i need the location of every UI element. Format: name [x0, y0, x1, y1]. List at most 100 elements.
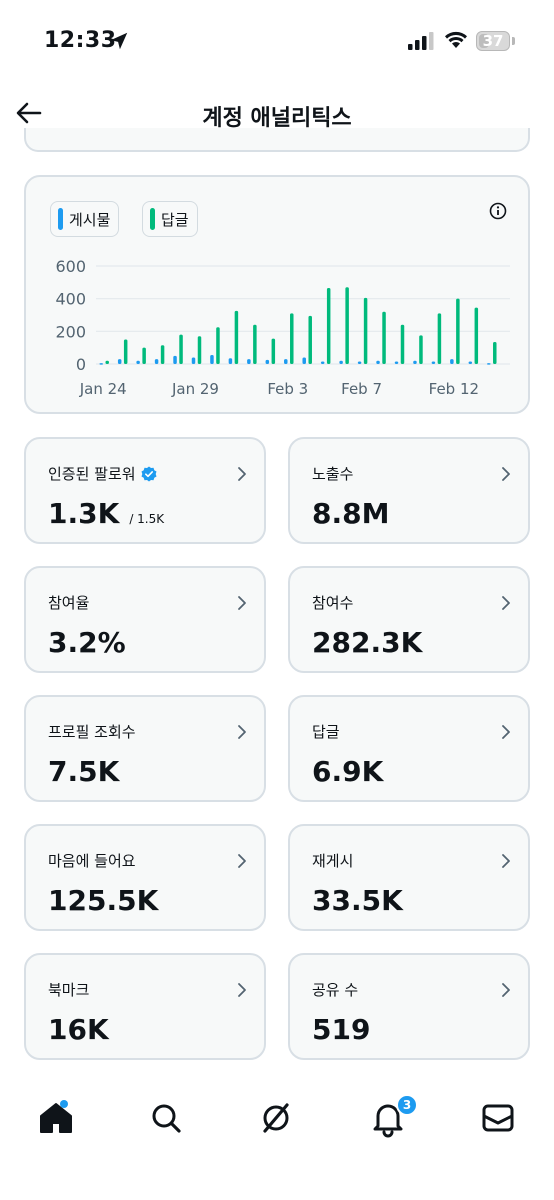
chevron-right-icon — [502, 983, 510, 997]
wifi-icon — [445, 31, 467, 48]
bar-replies — [197, 336, 202, 364]
y-tick-label: 0 — [76, 355, 86, 374]
bar-replies — [400, 324, 405, 364]
bar-replies — [474, 307, 479, 364]
chevron-right-icon — [502, 854, 510, 868]
bar-replies — [234, 310, 239, 364]
metric-label-text: 인증된 팔로워 — [48, 465, 136, 483]
bar-posts — [117, 359, 122, 364]
chevron-right-icon — [502, 467, 510, 481]
bar-posts — [487, 363, 491, 365]
home-icon[interactable] — [36, 1098, 76, 1138]
metric-value: 125.5K — [48, 884, 159, 917]
x-tick-label: Jan 29 — [171, 380, 219, 398]
bar-replies — [290, 313, 294, 364]
bar-replies — [456, 298, 460, 364]
bar-posts — [468, 361, 473, 364]
cellular-signal-icon — [408, 32, 434, 50]
chevron-right-icon — [238, 467, 246, 481]
legend-replies[interactable]: 답글 — [142, 201, 198, 237]
metric-label: 노출수 — [312, 465, 354, 483]
metric-value: 1.3K / 1.5K — [48, 497, 164, 530]
bar-replies — [308, 315, 312, 364]
bar-posts — [450, 359, 454, 364]
legend-replies-label: 답글 — [161, 210, 189, 229]
bell-icon[interactable] — [368, 1098, 408, 1138]
bar-posts — [376, 360, 380, 364]
bar-posts — [431, 361, 436, 364]
legend-posts-label: 게시물 — [69, 210, 111, 229]
chevron-right-icon — [502, 596, 510, 610]
metric-label: 프로필 조회수 — [48, 723, 136, 741]
bar-replies — [493, 341, 497, 364]
metric-label: 공유 수 — [312, 981, 359, 999]
bar-posts — [357, 361, 362, 364]
y-tick-label: 400 — [55, 290, 86, 309]
chevron-right-icon — [238, 596, 246, 610]
metric-value: 8.8M — [312, 497, 390, 530]
bar-replies — [160, 345, 165, 364]
mail-icon[interactable] — [478, 1098, 518, 1138]
bottom-navigation: 3 — [0, 1080, 554, 1200]
location-arrow-icon — [110, 32, 128, 50]
bar-posts — [191, 357, 196, 364]
bar-posts — [136, 360, 140, 364]
page-title: 계정 애널리틱스 — [202, 106, 352, 131]
bar-posts — [302, 357, 306, 364]
bar-replies — [253, 324, 257, 364]
metric-card-impressions[interactable]: 노출수 8.8M — [288, 437, 530, 544]
legend-posts[interactable]: 게시물 — [50, 201, 120, 237]
bar-posts — [413, 360, 417, 364]
metric-value: 6.9K — [312, 755, 384, 788]
x-tick-label: Feb 12 — [429, 380, 479, 398]
bar-replies — [363, 297, 368, 364]
info-icon[interactable] — [488, 201, 508, 221]
chevron-right-icon — [238, 983, 246, 997]
bar-chart: 0 200 400 600 Jan 24 Jan 29 Feb 3 Feb 7 Feb 12 — [55, 257, 510, 398]
metric-card-profile-visits[interactable]: 프로필 조회수 7.5K — [24, 695, 266, 802]
bar-replies — [437, 313, 442, 364]
metric-card-replies[interactable]: 답글 6.9K — [288, 695, 530, 802]
bar-replies — [142, 347, 146, 364]
grok-icon[interactable] — [256, 1098, 296, 1138]
battery-fill — [479, 34, 489, 48]
metric-value: 7.5K — [48, 755, 120, 788]
previous-card-edge — [24, 128, 530, 152]
bar-replies — [419, 335, 423, 364]
back-arrow-icon[interactable] — [14, 98, 44, 128]
metric-card-engagements[interactable]: 참여수 282.3K — [288, 566, 530, 673]
home-unread-dot — [60, 1100, 68, 1108]
metric-card-reposts[interactable]: 재게시 33.5K — [288, 824, 530, 931]
metric-card-engagement-rate[interactable]: 참여율 3.2% — [24, 566, 266, 673]
bar-posts — [394, 361, 399, 364]
chevron-right-icon — [238, 725, 246, 739]
metric-label: 북마크 — [48, 981, 90, 999]
metric-value: 282.3K — [312, 626, 423, 659]
bar-posts — [265, 359, 270, 364]
search-icon[interactable] — [146, 1098, 186, 1138]
bar-posts — [284, 359, 288, 364]
metric-card-likes[interactable]: 마음에 들어요 125.5K — [24, 824, 266, 931]
x-tick-label: Feb 3 — [267, 380, 308, 398]
y-tick-label: 200 — [55, 322, 86, 341]
status-time: 12:33 — [44, 28, 117, 53]
metric-card-shares[interactable]: 공유 수 519 — [288, 953, 530, 1060]
chevron-right-icon — [238, 854, 246, 868]
bar-replies — [271, 338, 276, 364]
legend-posts-swatch — [58, 208, 63, 230]
chevron-right-icon — [502, 725, 510, 739]
bar-replies — [179, 334, 183, 364]
bar-posts — [210, 355, 214, 364]
metric-card-bookmarks[interactable]: 북마크 16K — [24, 953, 266, 1060]
bar-replies — [123, 339, 128, 364]
metric-label: 참여율 — [48, 594, 90, 612]
battery-percentage: 37 — [482, 32, 504, 50]
bar-posts — [339, 360, 343, 364]
metric-card-verified-followers[interactable]: 인증된 팔로워 1.3K / 1.5K — [24, 437, 266, 544]
metric-value: 3.2% — [48, 626, 126, 659]
metric-value: 33.5K — [312, 884, 403, 917]
bar-posts — [320, 361, 325, 364]
bar-posts — [154, 359, 159, 364]
bar-posts — [173, 355, 177, 364]
bar-replies — [216, 327, 220, 364]
